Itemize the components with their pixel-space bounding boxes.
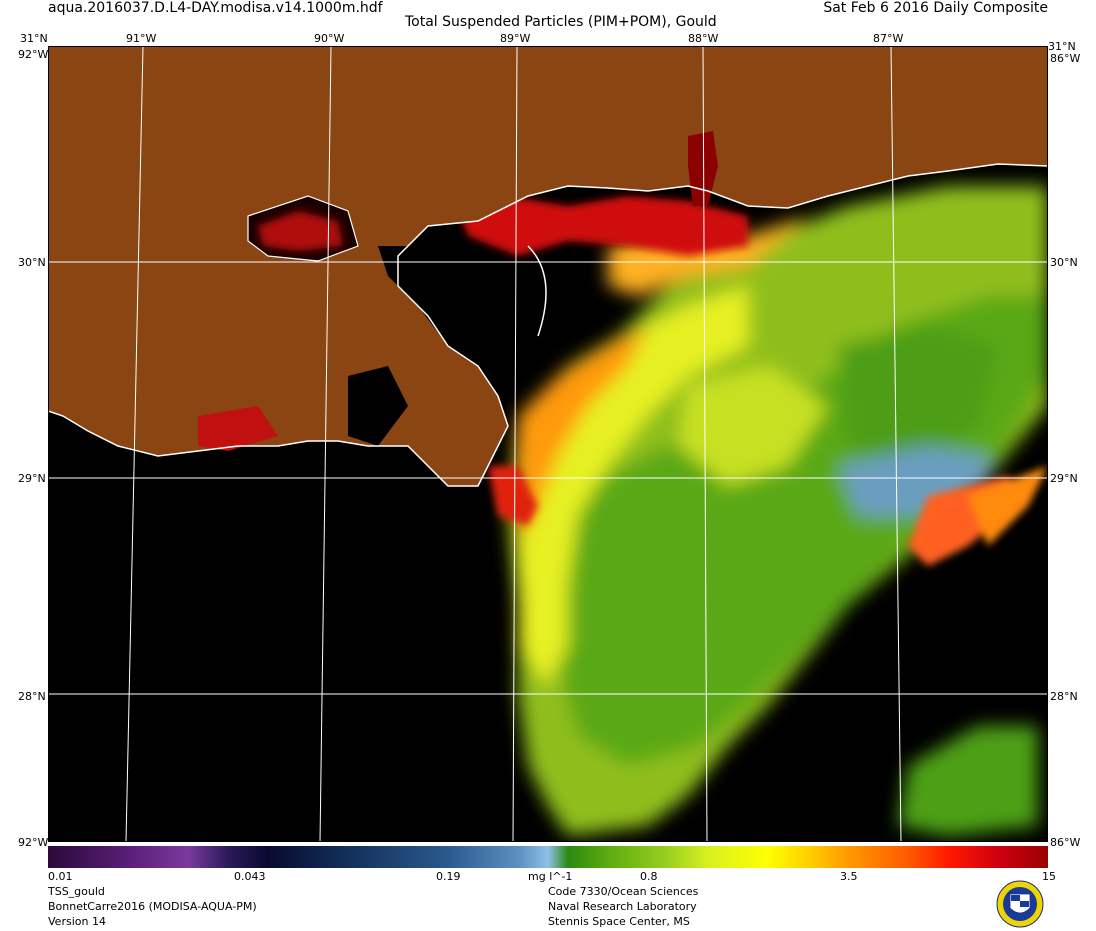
- lon-label-90w: 90°W: [314, 32, 345, 45]
- footer-product-name: TSS_gould: [48, 885, 105, 898]
- lon-label-89w: 89°W: [500, 32, 531, 45]
- lat-label-29n-right: 29°N: [1050, 472, 1078, 485]
- product-title: Total Suspended Particles (PIM+POM), Gou…: [405, 14, 717, 30]
- lon-edge-label-east: 86°W: [1050, 52, 1081, 65]
- colorbar-tick-2: 0.19: [436, 870, 461, 883]
- footer-dataset: BonnetCarre2016 (MODISA-AQUA-PM): [48, 900, 257, 913]
- lat-label-30n-right: 30°N: [1050, 256, 1078, 269]
- lon-edge-label-bottom-right: 86°W: [1050, 836, 1081, 849]
- footer-version: Version 14: [48, 915, 106, 928]
- footer-org-name: Naval Research Laboratory: [548, 900, 697, 913]
- nrl-logo-icon: [996, 880, 1044, 928]
- lake-high-tss: [258, 211, 343, 251]
- coastline: [48, 163, 1048, 487]
- lon-edge-label-bottom-left: 92°W: [18, 836, 49, 849]
- date-label: Sat Feb 6 2016 Daily Composite: [823, 0, 1048, 16]
- lat-label-31-top-left: 31°N: [20, 32, 48, 45]
- lat-label-28n-right: 28°N: [1050, 690, 1078, 703]
- colorbar-units: mg l^-1: [528, 870, 573, 883]
- lon-label-87w: 87°W: [873, 32, 904, 45]
- map-frame: [48, 46, 1048, 842]
- footer-org-code: Code 7330/Ocean Sciences: [548, 885, 699, 898]
- footer-location: Stennis Space Center, MS: [548, 915, 690, 928]
- lat-label-28n-left: 28°N: [18, 690, 46, 703]
- coastal-marsh-red: [198, 406, 278, 451]
- delta-water: [378, 246, 488, 346]
- filename-label: aqua.2016037.D.L4-DAY.modisa.v14.1000m.h…: [48, 0, 383, 16]
- colorbar-tick-1: 0.043: [234, 870, 266, 883]
- land-louisiana-mississippi-alabama: [48, 46, 1048, 486]
- lat-label-30n-left: 30°N: [18, 256, 46, 269]
- nearshore-high-tss: [448, 186, 1048, 566]
- lat-label-31-top-right: 31°N: [1048, 40, 1076, 53]
- tss-map: [48, 46, 1048, 842]
- colorbar-tick-5: 15: [1042, 870, 1056, 883]
- colorbar-tick-3: 0.8: [640, 870, 658, 883]
- lon-label-88w: 88°W: [688, 32, 719, 45]
- colorbar: [48, 846, 1048, 868]
- lon-edge-label-west: 92°W: [18, 48, 49, 61]
- sediment-plume: [508, 186, 1048, 836]
- lon-label-91w: 91°W: [126, 32, 157, 45]
- lat-label-29n-left: 29°N: [18, 472, 46, 485]
- colorbar-tick-4: 3.5: [840, 870, 858, 883]
- graticule: [48, 46, 1048, 842]
- delta-water-south: [348, 366, 408, 446]
- chandeleur-islands: [527, 245, 547, 337]
- colorbar-tick-0: 0.01: [48, 870, 73, 883]
